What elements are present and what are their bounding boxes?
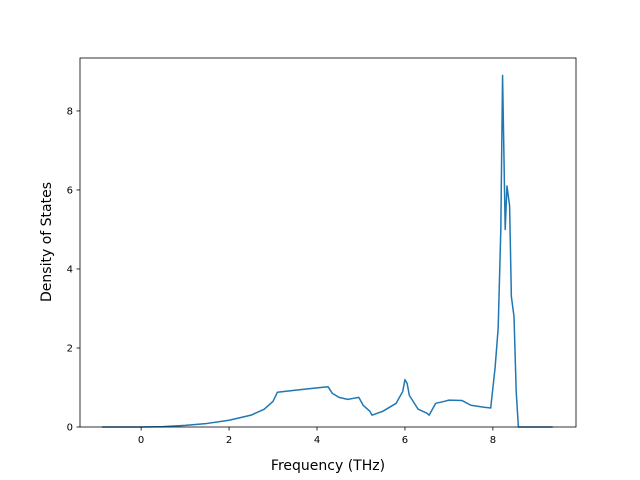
axes-frame — [79, 57, 577, 428]
x-tick-label: 2 — [226, 435, 232, 446]
plot-area — [101, 74, 553, 428]
x-tick-label: 8 — [490, 435, 496, 446]
x-axis-label: Frequency (THz) — [271, 458, 385, 474]
x-tick-label: 4 — [314, 435, 320, 446]
y-tick-label: 0 — [67, 423, 73, 434]
x-tick-label: 6 — [402, 435, 408, 446]
y-tick-label: 4 — [67, 264, 73, 275]
y-tick-label: 2 — [67, 343, 73, 354]
x-tick-label: 0 — [138, 435, 144, 446]
y-tick-label: 6 — [67, 185, 73, 196]
data-line — [101, 74, 553, 428]
y-axis-label: Density of States — [39, 182, 55, 302]
y-tick-label: 8 — [67, 106, 73, 117]
